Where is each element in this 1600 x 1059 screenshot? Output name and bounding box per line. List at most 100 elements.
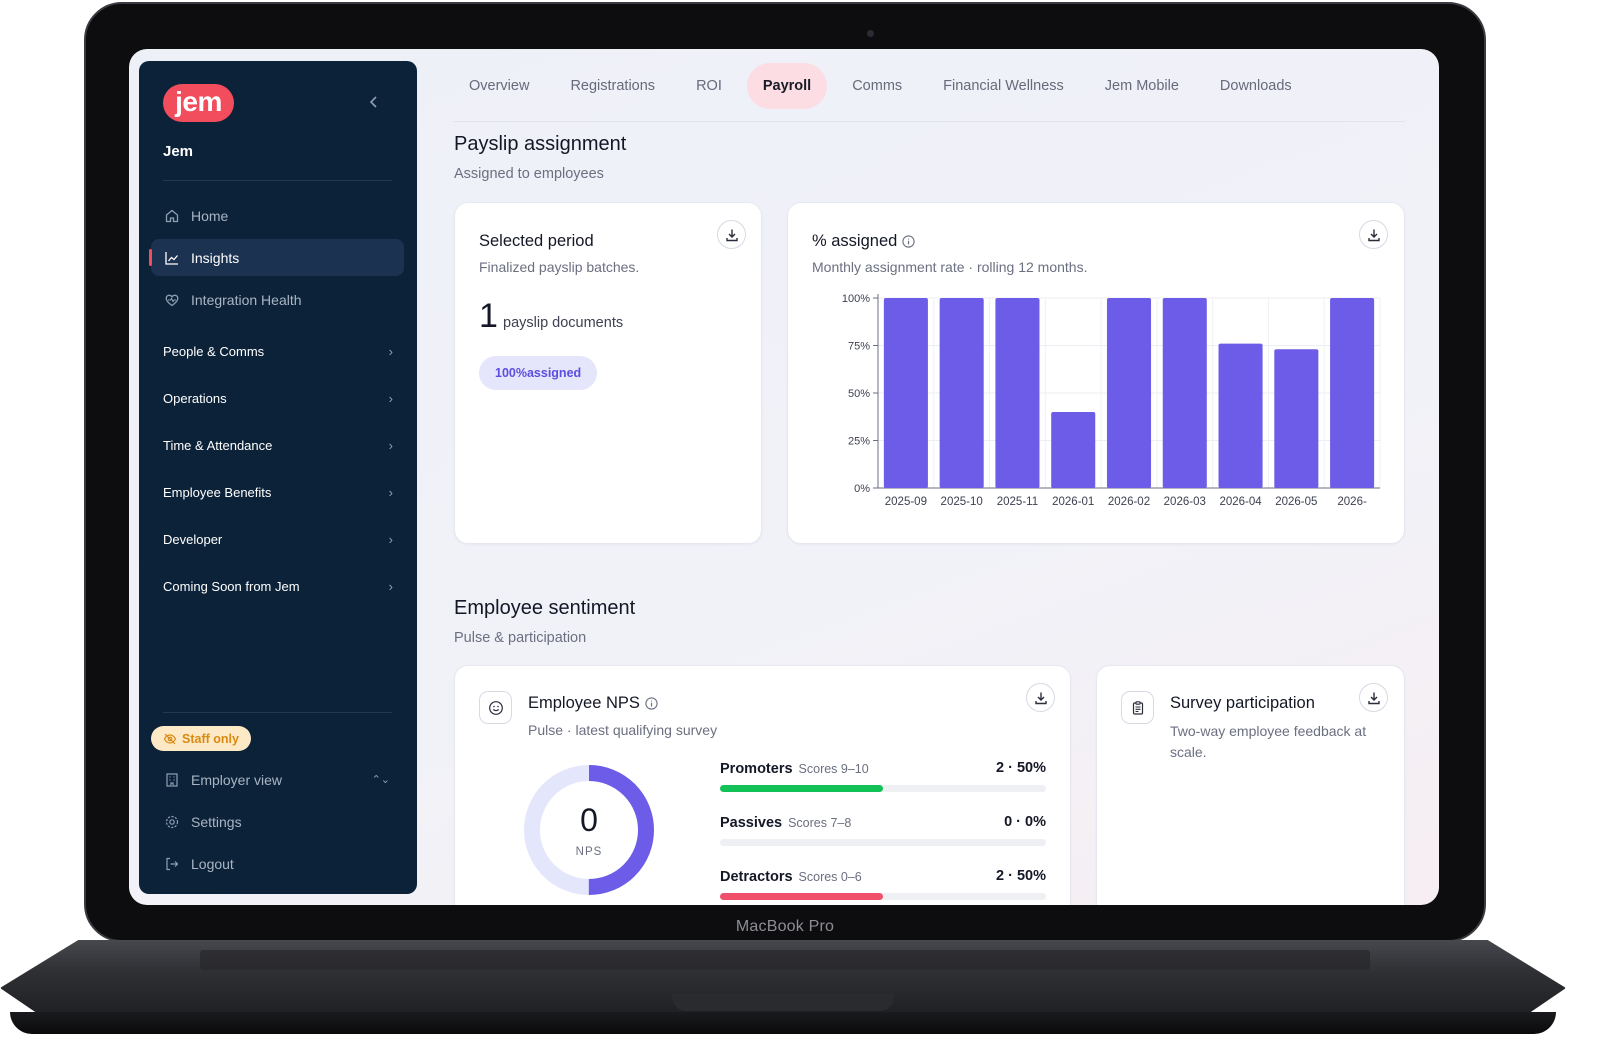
bar	[1106, 298, 1152, 488]
sidebar-group-coming-soon[interactable]: Coming Soon from Jem ›	[163, 579, 393, 594]
sidebar-group-label: Employee Benefits	[163, 485, 272, 500]
y-tick-label: 100%	[842, 293, 870, 305]
sidebar-divider	[163, 180, 392, 181]
building-icon	[163, 771, 181, 789]
tab-comms[interactable]: Comms	[852, 78, 903, 94]
download-button[interactable]	[717, 220, 746, 249]
card-subtitle: Monthly assignment rate · rolling 12 mon…	[812, 259, 1088, 275]
download-icon	[1367, 229, 1380, 241]
sidebar-group-operations[interactable]: Operations ›	[163, 391, 393, 406]
sidebar-item-label: Integration Health	[191, 291, 302, 308]
bar	[1051, 412, 1096, 488]
employer-view-switcher[interactable]: Employer view ⌃⌄	[151, 761, 404, 798]
row-name: Detractors	[720, 869, 793, 885]
download-button[interactable]	[1359, 220, 1388, 249]
bar	[1162, 298, 1207, 488]
chevron-right-icon: ›	[388, 438, 393, 453]
selected-period-card: Selected period Finalized payslip batche…	[454, 202, 762, 544]
y-tick-label: 25%	[848, 436, 870, 448]
card-subtitle: Two-way employee feedback at scale.	[1170, 723, 1367, 760]
sidebar-group-label: Operations	[163, 391, 227, 406]
card-title: Selected period	[479, 232, 594, 250]
sidebar-item-home[interactable]: Home	[151, 197, 404, 234]
promoters-row: Promoters Scores 9–10 2 · 50%	[720, 760, 1046, 792]
info-icon[interactable]	[645, 697, 658, 710]
x-tick-label: 2026-	[1337, 496, 1367, 508]
card-title-text: % assigned	[812, 232, 898, 250]
sidebar-item-label: Home	[191, 207, 229, 224]
card-title-text: Employee NPS	[528, 694, 640, 712]
chevron-right-icon: ›	[388, 485, 393, 500]
bar	[995, 298, 1040, 488]
sidebar-group-label: Developer	[163, 532, 223, 547]
laptop-base-edge	[10, 1012, 1556, 1034]
tab-jem-mobile[interactable]: Jem Mobile	[1104, 78, 1179, 94]
sidebar-group-label: Coming Soon from Jem	[163, 579, 300, 594]
sidebar-group-time-attendance[interactable]: Time & Attendance ›	[163, 438, 393, 453]
promoters-bar	[720, 785, 1046, 792]
card-title: Survey participation	[1170, 694, 1315, 712]
sidebar-item-label: Logout	[191, 855, 234, 872]
x-tick-label: 2026-03	[1164, 496, 1206, 508]
row-name: Promoters	[720, 761, 793, 777]
donut-arc	[524, 765, 654, 895]
employee-nps-card: Employee NPS Pulse · latest qualifying s…	[454, 665, 1071, 905]
bar	[883, 298, 928, 488]
heart-pulse-icon	[163, 291, 181, 309]
section-title-sentiment: Employee sentiment	[454, 597, 636, 619]
chevron-right-icon: ›	[388, 532, 393, 547]
row-value: 2 · 50%	[996, 760, 1046, 776]
y-tick-label: 75%	[848, 341, 870, 353]
passives-bar	[720, 839, 1046, 846]
tab-registrations[interactable]: Registrations	[570, 78, 656, 94]
chart-line-icon	[163, 249, 181, 267]
section-subtitle-sentiment: Pulse & participation	[454, 630, 587, 646]
sidebar-item-settings[interactable]: Settings	[151, 803, 404, 840]
tab-financial-wellness[interactable]: Financial Wellness	[943, 78, 1064, 94]
chevron-right-icon: ›	[388, 344, 393, 359]
sidebar-item-integration-health[interactable]: Integration Health	[151, 281, 404, 318]
gear-icon	[163, 813, 181, 831]
tab-downloads[interactable]: Downloads	[1219, 78, 1292, 94]
percent-assigned-card: % assigned Monthly assignment rate · rol…	[787, 202, 1405, 544]
x-tick-label: 2025-11	[997, 496, 1038, 508]
assigned-bar-chart: 0% 25% 50% 75% 100% 2025-09 2025-10 2025-11 2026…	[842, 293, 1381, 508]
bar	[939, 298, 984, 488]
detractors-row: Detractors Scores 0–6 2 · 50%	[720, 868, 1046, 900]
download-icon	[1034, 692, 1047, 704]
row-name: Passives	[720, 815, 783, 831]
card-subtitle: Finalized payslip batches.	[479, 259, 640, 275]
info-icon[interactable]	[902, 235, 915, 248]
tab-roi[interactable]: ROI	[696, 78, 722, 94]
org-name: Jem	[163, 143, 194, 160]
x-tick-label: 2026-04	[1219, 496, 1262, 508]
y-tick-label: 0%	[854, 483, 870, 495]
x-tick-label: 2026-02	[1108, 496, 1150, 508]
payslip-count: 1	[479, 297, 498, 335]
jem-logo[interactable]: jem	[163, 84, 234, 122]
sidebar-item-logout[interactable]: Logout	[151, 845, 404, 882]
section-title-payslip: Payslip assignment	[454, 133, 627, 155]
download-button[interactable]	[1359, 683, 1388, 712]
row-range: Scores 0–6	[798, 870, 862, 884]
sidebar-group-employee-benefits[interactable]: Employee Benefits ›	[163, 485, 393, 500]
sidebar-group-people-comms[interactable]: People & Comms ›	[163, 344, 393, 359]
payslip-count-unit: payslip documents	[503, 315, 624, 331]
tab-overview[interactable]: Overview	[469, 78, 530, 94]
card-title: Employee NPS	[528, 694, 658, 713]
download-icon	[1367, 692, 1380, 704]
download-button[interactable]	[1026, 683, 1055, 712]
staff-only-badge: Staff only	[151, 726, 251, 751]
sidebar-item-label: Settings	[191, 813, 242, 830]
screen: jem Jem Home Insights Integration Health…	[129, 49, 1439, 905]
tab-payroll[interactable]: Payroll	[746, 63, 828, 109]
sidebar-item-insights[interactable]: Insights	[149, 239, 404, 276]
sidebar-group-developer[interactable]: Developer ›	[163, 532, 393, 547]
chevron-updown-icon: ⌃⌄	[371, 774, 390, 786]
row-range: Scores 9–10	[798, 762, 869, 776]
chevron-right-icon: ›	[388, 391, 393, 406]
nps-donut-chart	[524, 765, 654, 895]
promoters-bar-fill	[720, 785, 883, 792]
card-subtitle: Pulse · latest qualifying survey	[528, 722, 718, 738]
collapse-sidebar-button[interactable]	[364, 93, 384, 113]
